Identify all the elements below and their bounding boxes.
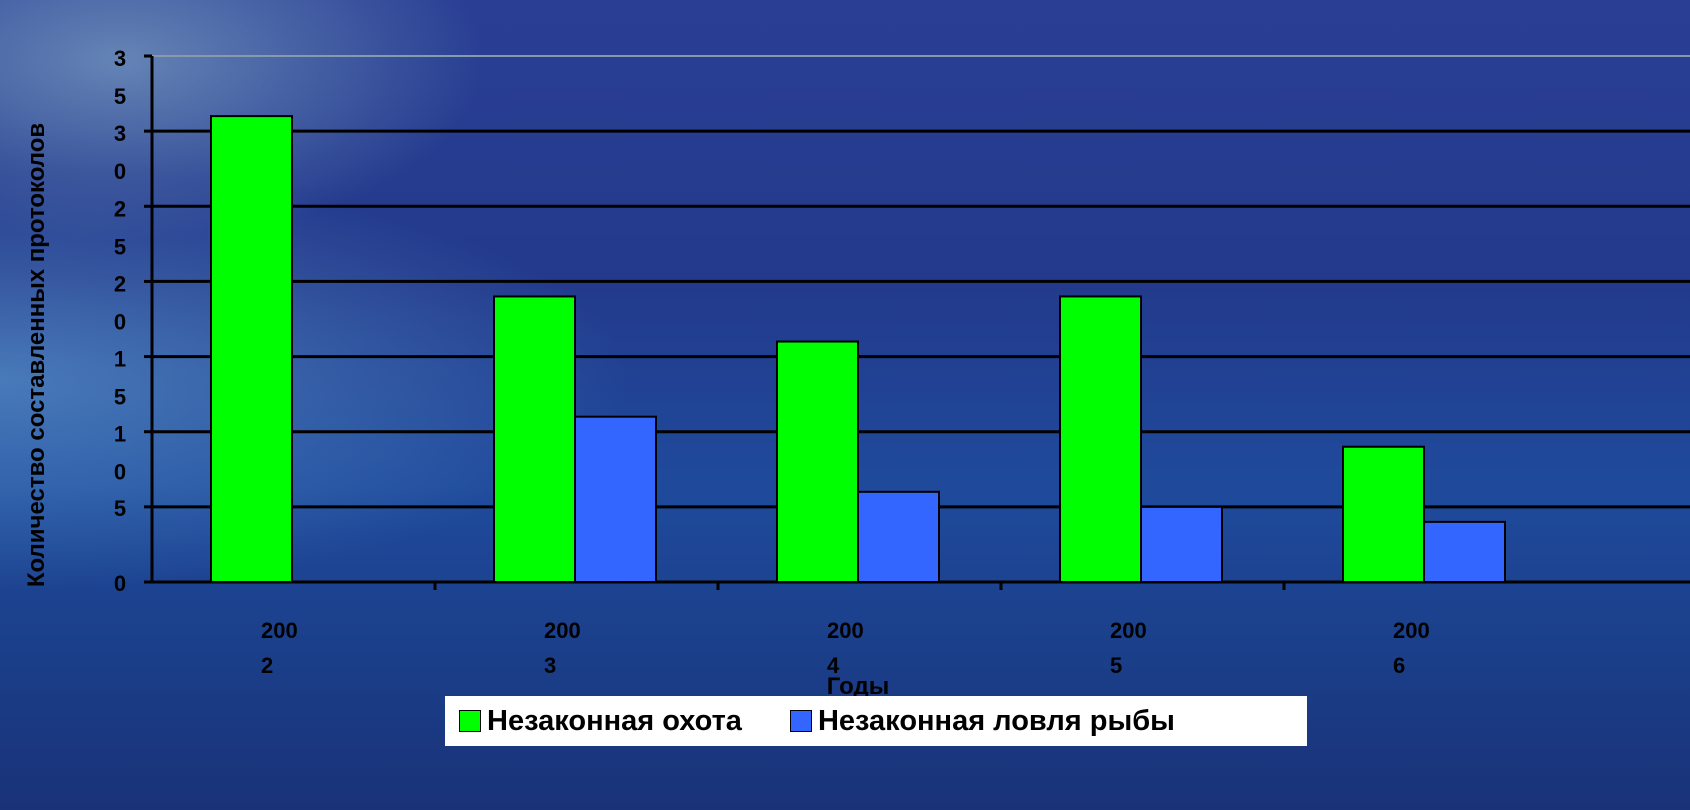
bar [574,415,657,583]
y-tick-label: 0 [114,571,126,596]
x-tick-label: 200 [1393,618,1430,643]
bar [1059,295,1142,583]
y-tick-label: 1 [114,422,126,447]
legend-label-fishing: Незаконная ловля рыбы [817,704,1175,737]
bar [493,295,576,583]
y-tick-label: 0 [114,460,126,485]
y-tick-label: 0 [114,159,126,184]
legend-swatch-hunting [459,710,481,732]
y-tick-label: 1 [114,347,126,372]
legend: Незаконная охота Незаконная ловля рыбы [445,696,1307,746]
bar [1342,445,1425,583]
y-tick-label: 0 [114,309,126,334]
legend-item-hunting: Незаконная охота [459,705,742,738]
x-tick-label: 200 [261,618,298,643]
y-tick-label: 5 [114,385,126,410]
y-tick-label: 2 [114,271,126,296]
y-tick-label: 5 [114,496,126,521]
x-tick-label: 3 [544,653,556,678]
x-tick-label: 2 [261,653,273,678]
legend-label-hunting: Незаконная охота [487,704,742,737]
y-tick-label: 5 [114,234,126,259]
bar [1423,520,1506,584]
x-axis-title: Годы [827,673,889,700]
x-tick-label: 200 [544,618,581,643]
x-tick-label: 6 [1393,653,1405,678]
y-tick-label: 2 [114,196,126,221]
bar [1140,505,1223,584]
legend-item-fishing: Незаконная ловля рыбы [789,704,1175,738]
x-tick-label: 4 [827,653,840,678]
bar [210,115,293,583]
y-tick-label: 3 [114,46,126,71]
x-tick-label: 200 [1110,618,1147,643]
x-tick-label: 5 [1110,653,1122,678]
legend-swatch-fishing [789,710,812,732]
y-tick-label: 3 [114,121,126,146]
y-tick-label: 5 [114,84,126,109]
bar [857,490,940,584]
bar [776,340,859,583]
x-tick-label: 200 [827,618,864,643]
